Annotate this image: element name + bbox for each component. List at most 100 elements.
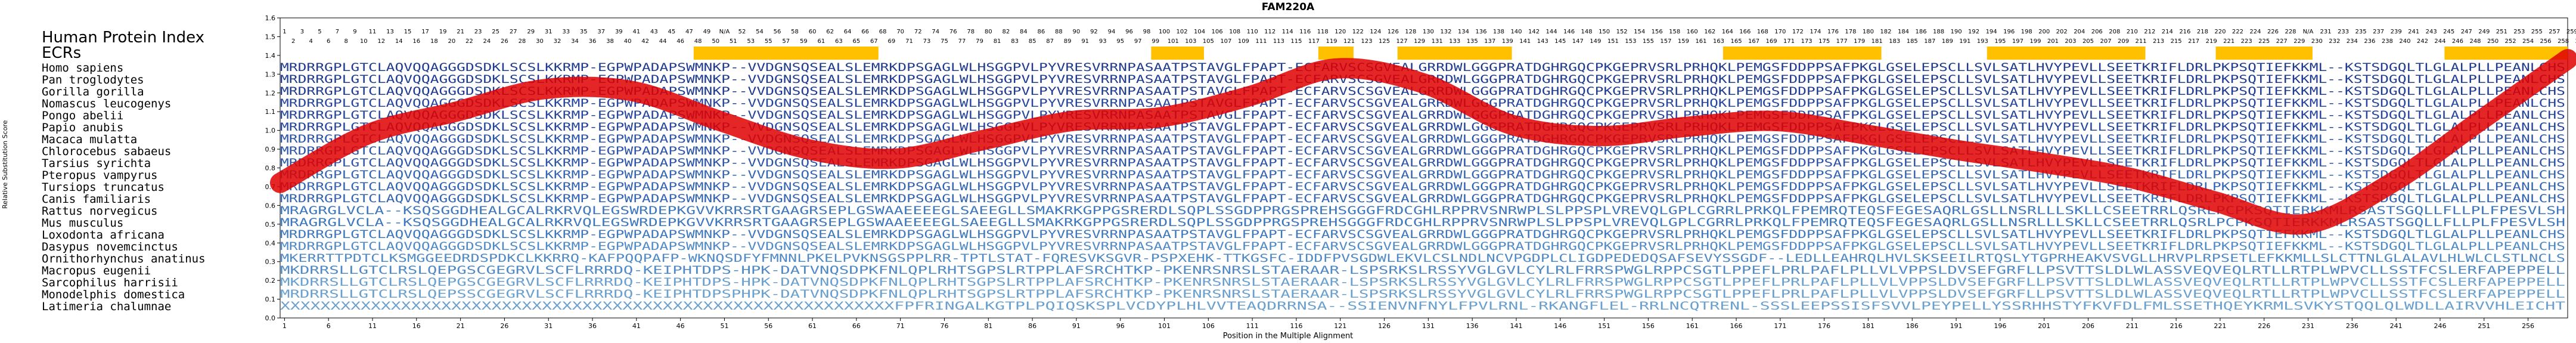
x-tick-label: 151 bbox=[1598, 322, 1610, 330]
data-point bbox=[1687, 126, 1689, 127]
x-tick-label: 51 bbox=[720, 322, 728, 330]
protein-index-number: 179 bbox=[1854, 38, 1865, 45]
protein-index-number: 175 bbox=[1818, 38, 1830, 45]
protein-index-number: 136 bbox=[1475, 29, 1486, 35]
protein-index-number: 116 bbox=[1299, 29, 1311, 35]
alignment-row: MRDRRGPLGTCLAQVQQAGGGDSDKLSCSLKKRMP-EGPW… bbox=[280, 168, 2565, 181]
y-tick-label: 0.6 bbox=[265, 202, 276, 209]
species-label: Sarcophilus harrisii bbox=[42, 276, 178, 289]
protein-index-number: 189 bbox=[1942, 38, 1953, 45]
species-label: Ornithorhynchus anatinus bbox=[42, 252, 206, 265]
x-tick-label: 256 bbox=[2522, 322, 2534, 330]
protein-index-number: 72 bbox=[914, 29, 922, 35]
protein-index-number: 56 bbox=[774, 29, 781, 35]
protein-index-number: 2 bbox=[291, 38, 295, 45]
ecr-highlight bbox=[2215, 47, 2313, 60]
protein-index-number: 160 bbox=[1687, 29, 1698, 35]
protein-index-number: 225 bbox=[2258, 38, 2270, 45]
protein-index-number: 208 bbox=[2109, 29, 2120, 35]
y-tick-label: 1.6 bbox=[265, 14, 276, 22]
x-tick-label: 156 bbox=[1642, 322, 1655, 330]
x-tick-label: 1 bbox=[283, 322, 287, 330]
protein-index-number: 10 bbox=[360, 38, 368, 45]
protein-index-number: 6 bbox=[327, 38, 330, 45]
y-tick-label: 1.5 bbox=[265, 33, 276, 41]
ecr-highlight bbox=[1987, 47, 2146, 60]
protein-index-number: 235 bbox=[2355, 29, 2367, 35]
x-tick-label: 71 bbox=[896, 322, 905, 330]
protein-index-number: 186 bbox=[1915, 29, 1926, 35]
x-tick-label: 76 bbox=[940, 322, 948, 330]
species-label: Nomascus leucogenys bbox=[42, 97, 172, 110]
protein-index-number: 122 bbox=[1352, 29, 1364, 35]
y-tick-label: 0.3 bbox=[265, 258, 276, 266]
x-tick-label: 186 bbox=[1906, 322, 1919, 330]
protein-index-number: 253 bbox=[2513, 29, 2525, 35]
protein-index-number: 209 bbox=[2118, 38, 2129, 45]
protein-index-number: 32 bbox=[554, 38, 561, 45]
alignment-row: MRDRRGPLGTCLAQVQQAGGGDSDKLSCSLKKRMP-EGPW… bbox=[280, 61, 2565, 74]
x-tick-label: 41 bbox=[632, 322, 641, 330]
x-tick-label: 81 bbox=[984, 322, 992, 330]
protein-index-number: 48 bbox=[694, 38, 702, 45]
protein-index-number: 157 bbox=[1660, 38, 1671, 45]
protein-index-number: 165 bbox=[1730, 38, 1742, 45]
species-label: Homo sapiens bbox=[42, 61, 124, 75]
protein-index-number: 94 bbox=[1108, 29, 1116, 35]
protein-index-number: 141 bbox=[1519, 38, 1531, 45]
y-tick-label: 0.4 bbox=[265, 239, 276, 247]
protein-index-number: 128 bbox=[1405, 29, 1416, 35]
protein-index-number: 21 bbox=[457, 29, 464, 35]
protein-index-number: 240 bbox=[2399, 38, 2410, 45]
species-label: Tarsius syrichta bbox=[42, 157, 151, 170]
protein-index-number: 237 bbox=[2373, 29, 2384, 35]
y-tick-label: 1.3 bbox=[265, 70, 276, 78]
protein-index-number: 40 bbox=[624, 38, 632, 45]
protein-index-number: 31 bbox=[545, 29, 553, 35]
protein-index-number: 174 bbox=[1810, 29, 1821, 35]
protein-index-number: 239 bbox=[2391, 29, 2402, 35]
x-tick-label: 126 bbox=[1378, 322, 1391, 330]
protein-index-number: 50 bbox=[712, 38, 719, 45]
protein-index-number: 170 bbox=[1774, 29, 1786, 35]
x-tick-label: 226 bbox=[2258, 322, 2270, 330]
protein-index-number: 104 bbox=[1194, 29, 1205, 35]
protein-index-number: 93 bbox=[1099, 38, 1107, 45]
x-tick-label: 231 bbox=[2302, 322, 2314, 330]
protein-index-number: 245 bbox=[2443, 29, 2454, 35]
protein-index-number: 145 bbox=[1554, 38, 1566, 45]
protein-index-number: 223 bbox=[2241, 38, 2252, 45]
x-tick-label: 141 bbox=[1510, 322, 1522, 330]
ecr-highlight bbox=[693, 47, 879, 60]
alignment-row: MRDRRGPLGTCLAQVQQAGGGDSDKLSCSLKKRMP-EGPW… bbox=[280, 97, 2565, 110]
x-tick-label: 206 bbox=[2082, 322, 2094, 330]
alignment-row: MRDRRGPLGTCLAQVQQAGGGDSDKLSCSLKKRMP-EGPW… bbox=[280, 120, 2565, 134]
protein-index-number: 97 bbox=[1134, 38, 1142, 45]
protein-index-number: 148 bbox=[1581, 29, 1593, 35]
protein-index-number: 243 bbox=[2426, 29, 2437, 35]
protein-index-number: 212 bbox=[2144, 29, 2155, 35]
protein-index-number: 23 bbox=[474, 29, 482, 35]
chart-title: FAM220A bbox=[1261, 1, 1315, 13]
protein-index-number: 92 bbox=[1090, 29, 1098, 35]
species-label: Gorilla gorilla bbox=[42, 85, 144, 98]
ecr-highlight bbox=[1318, 47, 1354, 60]
protein-index-number: 150 bbox=[1599, 29, 1610, 35]
protein-index-number: 12 bbox=[377, 38, 385, 45]
protein-index-number: 68 bbox=[879, 29, 887, 35]
protein-index-number: 112 bbox=[1264, 29, 1275, 35]
protein-index-number: 66 bbox=[861, 29, 869, 35]
protein-index-number: 106 bbox=[1212, 29, 1223, 35]
protein-index-number: 202 bbox=[2056, 29, 2068, 35]
protein-index-number: 232 bbox=[2329, 38, 2340, 45]
protein-index-number: 241 bbox=[2408, 29, 2419, 35]
species-label: Macropus eugenii bbox=[42, 264, 151, 277]
protein-index-number: 238 bbox=[2382, 38, 2393, 45]
x-tick-label: 6 bbox=[327, 322, 331, 330]
x-tick-label: 61 bbox=[808, 322, 817, 330]
protein-index-number: 146 bbox=[1563, 29, 1575, 35]
protein-index-number: 37 bbox=[597, 29, 605, 35]
protein-index-number: 117 bbox=[1308, 38, 1320, 45]
ecr-highlight bbox=[1722, 47, 1882, 60]
protein-index-number: 183 bbox=[1889, 38, 1900, 45]
